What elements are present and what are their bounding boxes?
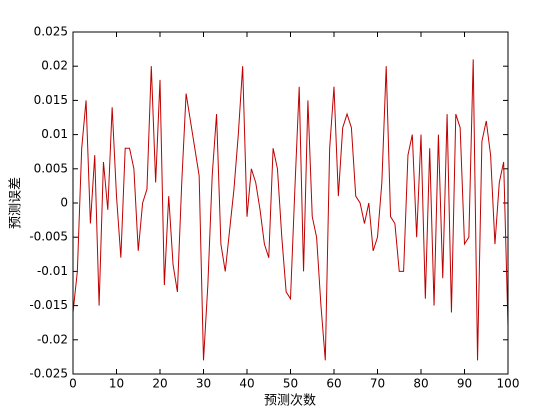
y-tick-label: -0.005: [29, 230, 68, 244]
x-tick-label: 70: [370, 377, 385, 391]
x-tick-label: 10: [109, 377, 124, 391]
y-tick-label: -0.015: [29, 298, 68, 312]
x-tick-label: 40: [239, 377, 254, 391]
y-tick-label: 0.005: [34, 161, 68, 175]
x-axis-label: 预测次数: [264, 393, 316, 409]
y-tick-label: 0: [60, 196, 68, 210]
y-tick-label: 0.025: [34, 25, 68, 39]
data-line: [72, 59, 509, 361]
x-tick-label: 80: [413, 377, 428, 391]
y-tick-label: -0.02: [37, 332, 68, 346]
y-tick-label: -0.025: [29, 367, 68, 381]
y-tick-label: 0.02: [41, 59, 68, 73]
y-tick-label: -0.01: [37, 264, 68, 278]
x-tick-label: 60: [326, 377, 341, 391]
x-tick-label: 100: [497, 377, 520, 391]
x-tick-label: 30: [196, 377, 211, 391]
y-tick-label: 0.015: [34, 93, 68, 107]
y-tick-label: 0.01: [41, 127, 68, 141]
x-tick-label: 50: [283, 377, 298, 391]
x-tick-label: 0: [69, 377, 77, 391]
x-tick-label: 20: [152, 377, 167, 391]
x-tick-label: 90: [457, 377, 472, 391]
plot-frame: [72, 31, 509, 375]
y-axis-label: 预测误差: [9, 177, 24, 229]
